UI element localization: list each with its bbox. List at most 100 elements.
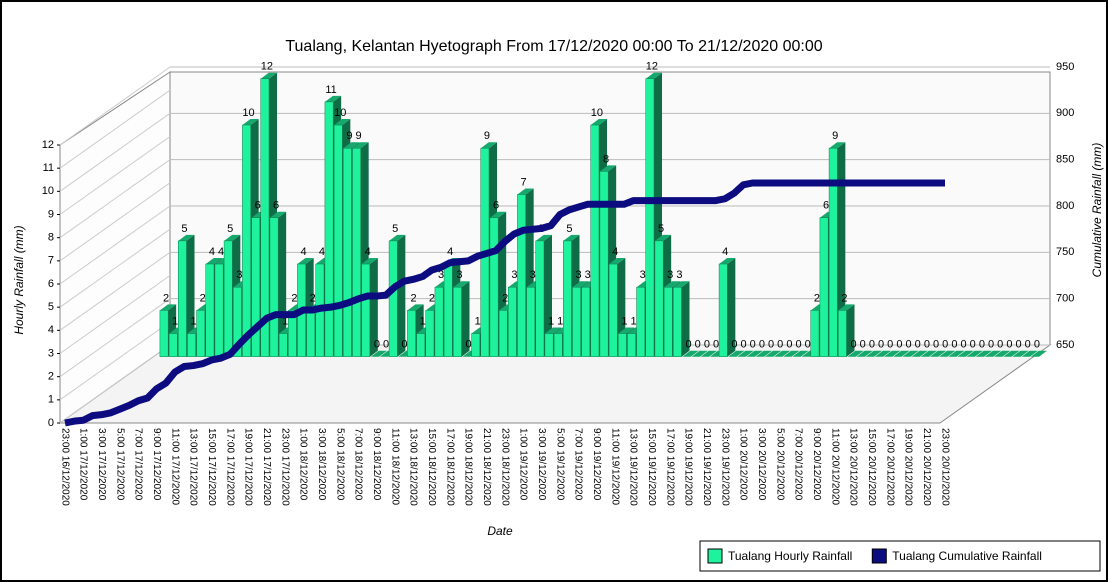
data-label: 0 <box>777 339 783 351</box>
x-tick-label: 15:00 17/12/2020 <box>206 428 217 506</box>
bar-side <box>397 234 406 357</box>
data-label: 5 <box>227 223 233 235</box>
data-label: 6 <box>823 200 829 212</box>
bar-top <box>682 350 699 357</box>
x-tick-label: 19:00 17/12/2020 <box>243 428 254 506</box>
bar-front <box>526 286 536 357</box>
data-label: 0 <box>860 339 866 351</box>
x-tick-label: 7:00 17/12/2020 <box>133 428 144 501</box>
bar-top <box>728 350 745 357</box>
y2-tick-label: 850 <box>1056 154 1074 166</box>
x-tick-label: 15:00 18/12/2020 <box>426 428 437 506</box>
bar-front <box>819 217 829 357</box>
bar-top <box>664 281 681 288</box>
data-label: 0 <box>951 339 957 351</box>
data-label: 3 <box>640 269 646 281</box>
grid-line <box>59 136 171 215</box>
bar-front <box>535 240 545 357</box>
bar <box>728 350 745 357</box>
data-label: 0 <box>374 339 380 351</box>
bar <box>792 350 809 357</box>
data-label: 0 <box>887 339 893 351</box>
bar-top <box>1021 350 1038 357</box>
bar-top <box>224 234 241 241</box>
bar <box>269 211 287 357</box>
bar-front <box>214 263 224 357</box>
data-label: 0 <box>924 339 930 351</box>
y-tick-label: 11 <box>43 162 54 174</box>
data-label: 4 <box>319 246 325 258</box>
bar-front <box>187 333 196 357</box>
bar-top <box>884 350 901 357</box>
bar <box>682 350 699 357</box>
bar-front <box>434 286 444 357</box>
bar <box>911 350 928 357</box>
x-tick-label: 15:00 20/12/2020 <box>866 428 877 506</box>
data-label: 1 <box>420 315 426 327</box>
data-label: 2 <box>502 292 508 304</box>
bar-top <box>645 72 662 79</box>
data-label: 6 <box>273 200 279 212</box>
bar-top <box>453 281 470 288</box>
y2-tick-label: 750 <box>1056 246 1074 258</box>
bar-front <box>425 310 435 357</box>
bar <box>737 350 754 357</box>
data-label: 3 <box>530 269 536 281</box>
data-label: 5 <box>658 223 664 235</box>
y-tick-label: 3 <box>48 347 54 359</box>
x-tick-label: 9:00 19/12/2020 <box>591 428 602 501</box>
bar <box>884 350 901 357</box>
x-tick-label: 15:00 19/12/2020 <box>646 428 657 506</box>
bar-front <box>517 194 526 357</box>
bar-top <box>737 350 754 357</box>
x-tick-label: 9:00 17/12/2020 <box>151 428 162 501</box>
data-label: 4 <box>447 246 453 258</box>
data-label: 0 <box>970 339 976 351</box>
bar <box>828 142 846 357</box>
bar <box>535 234 552 357</box>
bar-top <box>774 350 791 357</box>
bar-top <box>975 350 992 357</box>
bar-side <box>369 258 378 357</box>
bar-front <box>673 286 682 357</box>
legend-label: Tualang Hourly Rainfall <box>728 549 852 563</box>
bar-front <box>388 240 398 357</box>
data-label: 2 <box>841 292 847 304</box>
bar-top <box>911 350 928 357</box>
data-label: 9 <box>355 130 361 142</box>
data-label: 4 <box>365 246 371 258</box>
bar-top <box>865 350 882 357</box>
bar-top <box>389 234 406 241</box>
bar-front <box>544 333 554 357</box>
data-label: 1 <box>172 315 178 327</box>
bar-top <box>829 142 846 149</box>
x-tick-label: 1:00 19/12/2020 <box>518 428 529 501</box>
bar-top <box>343 142 360 149</box>
data-label: 0 <box>960 339 966 351</box>
bar <box>783 350 800 357</box>
bar-top <box>260 72 277 79</box>
x-tick-label: 11:00 17/12/2020 <box>169 428 180 506</box>
bar-top <box>480 142 497 149</box>
x-tick-label: 5:00 17/12/2020 <box>114 428 125 501</box>
bar <box>178 234 195 357</box>
bar-front <box>416 333 426 357</box>
bar-side <box>461 281 470 357</box>
bar-top <box>719 258 736 265</box>
bar-front <box>178 240 187 357</box>
x-tick-label: 17:00 20/12/2020 <box>884 428 895 506</box>
grid-line <box>59 275 171 354</box>
bar-top <box>654 234 672 241</box>
bar-top <box>1012 350 1029 357</box>
grid-line <box>59 228 171 308</box>
data-label: 6 <box>255 200 261 212</box>
bar-top <box>874 350 892 357</box>
x-axis-label: Date <box>487 524 513 538</box>
bar-top <box>994 350 1011 357</box>
data-label: 0 <box>997 339 1003 351</box>
data-label: 5 <box>566 223 572 235</box>
x-tick-label: 7:00 20/12/2020 <box>793 428 804 501</box>
bar-front <box>718 263 728 357</box>
y-tick-label: 4 <box>48 324 54 336</box>
bar-front <box>159 310 169 357</box>
